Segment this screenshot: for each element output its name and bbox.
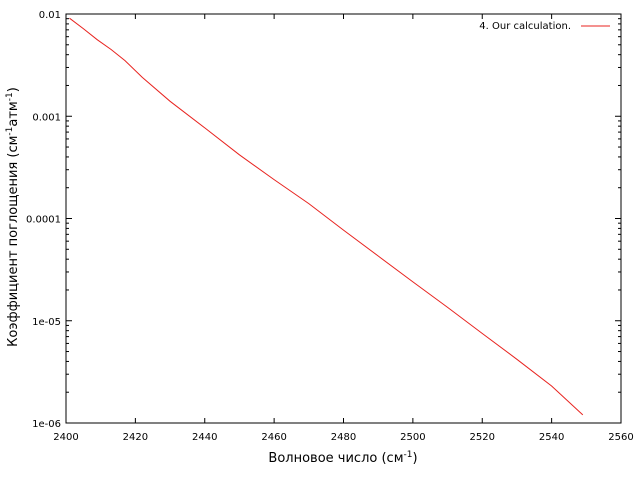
- x-axis-title: Волновое число (см-1): [268, 450, 417, 466]
- x-tick-label: 2400: [53, 432, 78, 443]
- y-tick-label: 0.0001: [26, 215, 61, 226]
- x-tick-label: 2460: [261, 432, 286, 443]
- series-layer: [69, 17, 584, 416]
- y-axis-title: Коэффициент поглощения (см-1атм-1): [5, 87, 21, 347]
- x-axis-ticks: 2400 2420 2440 2460 2480 2500 2520 2540 2560: [53, 14, 634, 443]
- y-tick-label: 0.01: [39, 10, 61, 21]
- x-tick-label: 2520: [470, 432, 495, 443]
- y-tick-label: 1e-06: [32, 419, 61, 430]
- x-tick-label: 2540: [539, 432, 564, 443]
- y-axis-ticks: 0.01 0.001 0.0001 1e-05 1e-06: [26, 10, 621, 430]
- x-tick-label: 2560: [608, 432, 633, 443]
- x-tick-label: 2440: [192, 432, 217, 443]
- x-tick-label: 2480: [331, 432, 356, 443]
- legend: 4. Our calculation.: [479, 21, 610, 32]
- y-tick-label: 1e-05: [32, 317, 61, 328]
- plot-frame: [65, 13, 622, 424]
- y-tick-label: 0.001: [32, 112, 61, 123]
- legend-label: 4. Our calculation.: [479, 21, 571, 32]
- series-line-our-calculation: [69, 17, 584, 416]
- x-tick-label: 2500: [400, 432, 425, 443]
- x-tick-label: 2420: [123, 432, 148, 443]
